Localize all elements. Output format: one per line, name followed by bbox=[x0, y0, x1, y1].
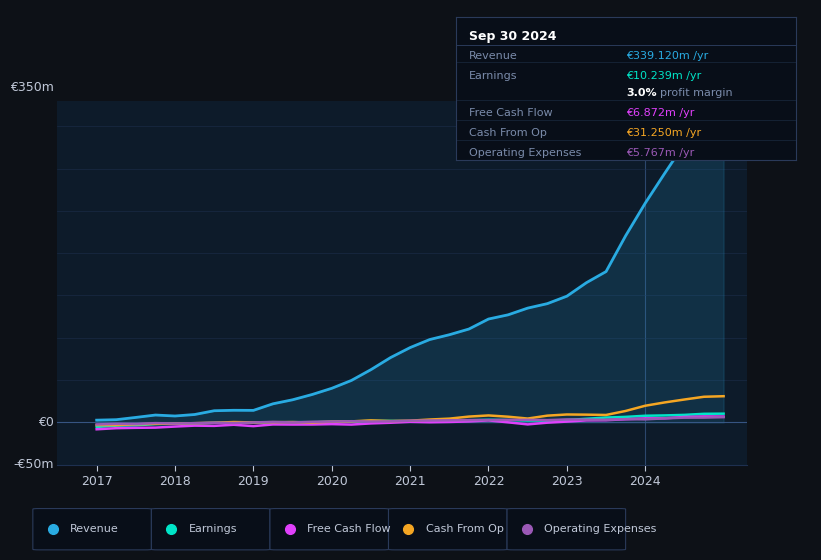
Text: Revenue: Revenue bbox=[71, 524, 119, 534]
FancyBboxPatch shape bbox=[270, 508, 388, 550]
Text: €31.250m /yr: €31.250m /yr bbox=[626, 128, 701, 138]
FancyBboxPatch shape bbox=[388, 508, 507, 550]
Text: Free Cash Flow: Free Cash Flow bbox=[470, 108, 553, 118]
Text: €350m: €350m bbox=[10, 81, 54, 94]
Text: Earnings: Earnings bbox=[470, 71, 518, 81]
Text: -€50m: -€50m bbox=[13, 458, 54, 472]
Text: €5.767m /yr: €5.767m /yr bbox=[626, 148, 695, 158]
Text: Cash From Op: Cash From Op bbox=[426, 524, 504, 534]
Text: 3.0%: 3.0% bbox=[626, 88, 657, 98]
Text: Operating Expenses: Operating Expenses bbox=[544, 524, 657, 534]
Text: €339.120m /yr: €339.120m /yr bbox=[626, 51, 709, 61]
Text: profit margin: profit margin bbox=[660, 88, 732, 98]
Text: Operating Expenses: Operating Expenses bbox=[470, 148, 581, 158]
Text: €0: €0 bbox=[38, 416, 54, 429]
Text: Free Cash Flow: Free Cash Flow bbox=[307, 524, 391, 534]
Text: Revenue: Revenue bbox=[470, 51, 518, 61]
FancyBboxPatch shape bbox=[507, 508, 626, 550]
Text: Earnings: Earnings bbox=[189, 524, 237, 534]
FancyBboxPatch shape bbox=[33, 508, 151, 550]
Text: €10.239m /yr: €10.239m /yr bbox=[626, 71, 701, 81]
Text: €6.872m /yr: €6.872m /yr bbox=[626, 108, 695, 118]
Text: Cash From Op: Cash From Op bbox=[470, 128, 547, 138]
FancyBboxPatch shape bbox=[151, 508, 270, 550]
Text: Sep 30 2024: Sep 30 2024 bbox=[470, 30, 557, 43]
